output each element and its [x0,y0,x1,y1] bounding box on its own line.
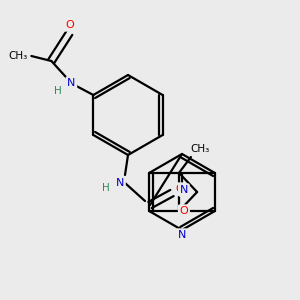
Text: N: N [180,185,188,195]
Text: CH₃: CH₃ [9,51,28,61]
Text: H: H [55,86,62,96]
Text: O: O [179,206,188,216]
Text: O: O [65,20,74,30]
Text: CH₃: CH₃ [190,144,209,154]
Text: N: N [116,178,124,188]
Text: O: O [176,184,184,194]
Text: N: N [178,230,186,240]
Text: H: H [102,183,110,193]
Text: N: N [67,78,76,88]
